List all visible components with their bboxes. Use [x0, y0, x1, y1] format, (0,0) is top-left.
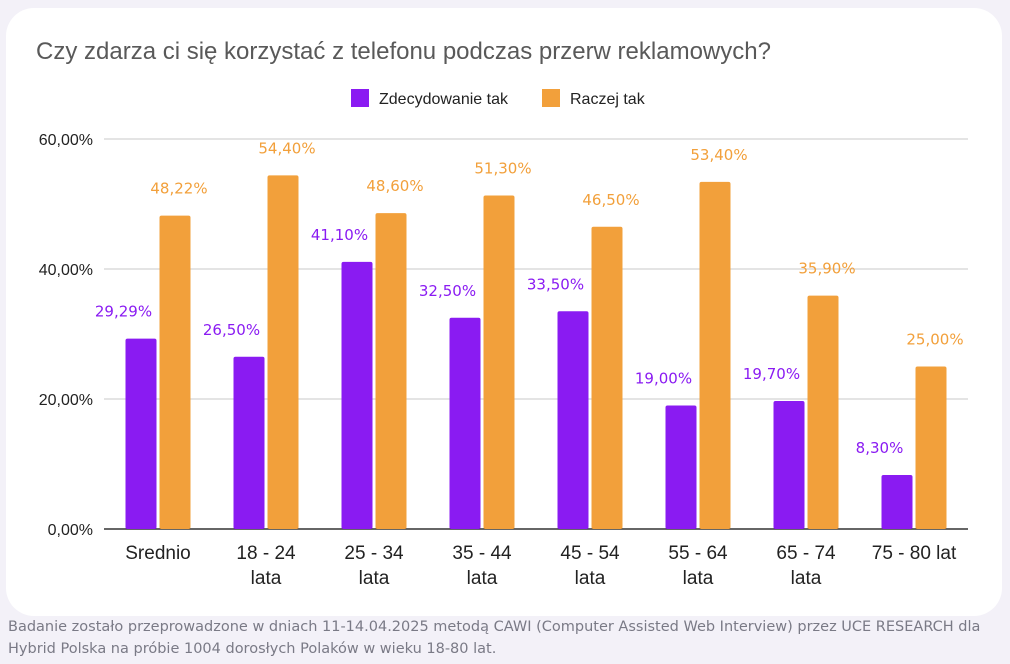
x-tick-label: 35 - 44: [452, 543, 512, 564]
legend-label: Raczej tak: [570, 91, 646, 108]
data-label: 33,50%: [527, 275, 584, 293]
data-label: 41,10%: [311, 226, 368, 244]
data-label: 8,30%: [856, 439, 904, 457]
chart-title: Czy zdarza ci się korzystać z telefonu p…: [36, 38, 771, 65]
data-label: 53,40%: [690, 146, 747, 164]
bar-raczej-tak: [483, 195, 515, 530]
data-label: 25,00%: [906, 331, 963, 349]
data-label: 46,50%: [582, 191, 639, 209]
y-tick-label: 0,00%: [48, 522, 93, 539]
x-tick-label: lata: [467, 568, 498, 589]
bar-zdecydowanie-tak: [773, 400, 805, 529]
bar-raczej-tak: [375, 213, 407, 529]
data-label: 51,30%: [474, 160, 531, 178]
x-tick-label: 18 - 24: [236, 543, 296, 564]
footnote: Badanie zostało przeprowadzone w dniach …: [8, 619, 981, 657]
x-tick-label: 45 - 54: [560, 543, 620, 564]
bar-raczej-tak: [807, 295, 839, 529]
data-label: 32,50%: [419, 282, 476, 300]
data-label: 29,29%: [95, 303, 152, 321]
x-tick-label: lata: [359, 568, 390, 589]
data-label: 48,60%: [366, 177, 423, 195]
bar-zdecydowanie-tak: [125, 338, 157, 529]
bar-zdecydowanie-tak: [557, 311, 589, 529]
data-label: 54,40%: [258, 139, 315, 157]
data-label: 19,70%: [743, 365, 800, 383]
bar-zdecydowanie-tak: [233, 356, 265, 529]
x-tick-label: lata: [791, 568, 822, 589]
bar-chart: 0,00% 20,00% 40,00% 60,00% Zdecydowanie tak R…: [39, 89, 968, 589]
y-tick-label: 20,00%: [39, 392, 93, 409]
bar-zdecydowanie-tak: [449, 317, 481, 529]
x-tick-label: lata: [683, 568, 714, 589]
x-tick-label: 25 - 34: [344, 543, 404, 564]
x-tick-label: Srednio: [125, 543, 191, 564]
x-tick-label: lata: [575, 568, 606, 589]
bar-raczej-tak: [915, 366, 947, 529]
legend-swatch: [351, 89, 369, 107]
x-tick-label: 55 - 64: [668, 543, 728, 564]
data-label: 35,90%: [798, 260, 855, 278]
bar-zdecydowanie-tak: [341, 261, 373, 529]
x-tick-label: 75 - 80 lat: [872, 543, 957, 564]
bar-raczej-tak: [159, 215, 191, 529]
bar-zdecydowanie-tak: [881, 475, 913, 529]
legend-label: Zdecydowanie tak: [379, 91, 509, 108]
bar-raczej-tak: [591, 226, 623, 529]
x-tick-label: lata: [251, 568, 282, 589]
bar-raczej-tak: [699, 181, 731, 529]
bar-raczej-tak: [267, 175, 299, 529]
data-label: 26,50%: [203, 321, 260, 339]
legend-swatch: [542, 89, 560, 107]
y-tick-label: 40,00%: [39, 262, 93, 279]
bar-zdecydowanie-tak: [665, 405, 697, 529]
y-tick-label: 60,00%: [39, 132, 93, 149]
x-tick-label: 65 - 74: [776, 543, 836, 564]
data-label: 48,22%: [150, 180, 207, 198]
data-label: 19,00%: [635, 370, 692, 388]
